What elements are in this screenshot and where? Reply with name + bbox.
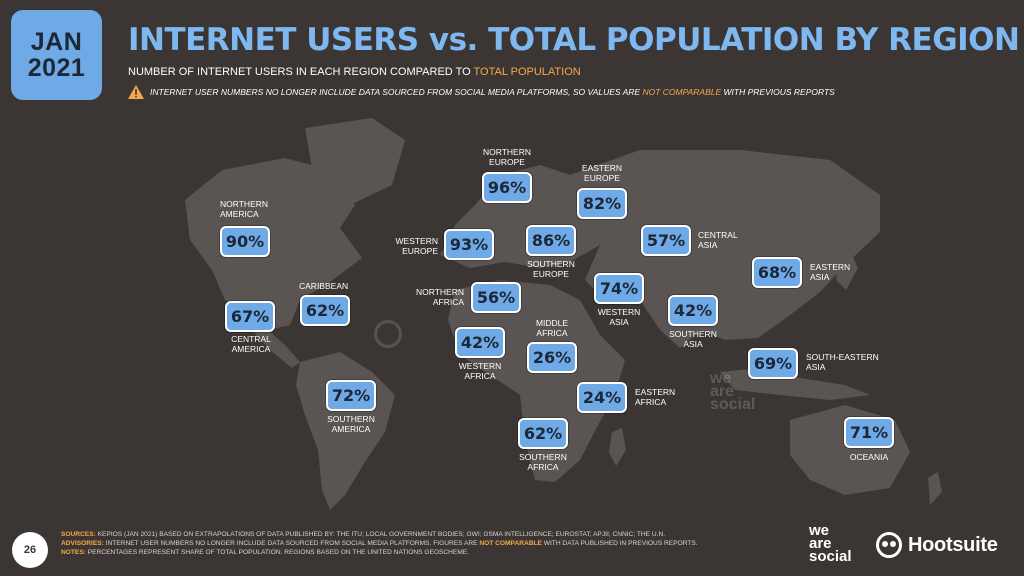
region-value-western-africa: 42% <box>455 327 505 358</box>
region-label-eastern-europe: EASTERN EUROPE <box>581 163 623 183</box>
we-are-social-watermark: we are social <box>710 370 756 413</box>
advisories-line: ADVISORIES: INTERNET USER NUMBERS NO LON… <box>61 540 698 547</box>
landmass-north-america <box>185 158 362 330</box>
footnotes: SOURCES: KEPIOS (JAN 2021) BASED ON EXTR… <box>61 530 781 557</box>
region-label-southern-europe: SOUTHERN EUROPE <box>527 259 575 279</box>
region-label-northern-africa: NORTHERN AFRICA <box>415 287 464 307</box>
region-label-western-europe: WESTERN EUROPE <box>395 236 439 256</box>
region-label-northern-america: NORTHERN AMERICA <box>220 199 269 219</box>
page-subtitle: NUMBER OF INTERNET USERS IN EACH REGION … <box>128 66 581 78</box>
region-value-southern-america: 72% <box>326 380 376 411</box>
region-label-western-africa: WESTERN AFRICA <box>458 361 502 381</box>
region-label-caribbean: CARIBBEAN <box>299 281 349 291</box>
region-label-central-america: CENTRAL AMERICA <box>231 334 271 354</box>
region-value-southern-africa: 62% <box>518 418 568 449</box>
footer: 26 SOURCES: KEPIOS (JAN 2021) BASED ON E… <box>0 522 1024 576</box>
region-value-south-eastern-asia: 69% <box>748 348 798 379</box>
region-value-western-europe: 93% <box>444 229 494 260</box>
region-value-northern-africa: 56% <box>471 282 521 313</box>
region-label-southern-asia: SOUTHERN ASIA <box>669 329 717 349</box>
sources-line: SOURCES: KEPIOS (JAN 2021) BASED ON EXTR… <box>61 531 666 538</box>
region-label-northern-europe: NORTHERN EUROPE <box>482 147 531 167</box>
page-title: INTERNET USERS vs. TOTAL POPULATION BY R… <box>128 22 1020 58</box>
region-value-eastern-asia: 68% <box>752 257 802 288</box>
landmass-japan <box>836 250 858 290</box>
subtitle-highlight: TOTAL POPULATION <box>473 66 581 78</box>
region-value-northern-america: 90% <box>220 226 270 257</box>
warning-note: INTERNET USER NUMBERS NO LONGER INCLUDE … <box>128 85 835 99</box>
region-value-eastern-europe: 82% <box>577 188 627 219</box>
region-label-south-eastern-asia: SOUTH-EASTERN ASIA <box>806 352 879 372</box>
region-value-central-asia: 57% <box>641 225 691 256</box>
region-label-oceania: OCEANIA <box>849 452 889 462</box>
region-label-western-asia: WESTERN ASIA <box>597 307 641 327</box>
we-are-social-logo: we are social <box>809 522 852 565</box>
region-value-central-america: 67% <box>225 301 275 332</box>
region-label-southern-africa: SOUTHERN AFRICA <box>519 452 567 472</box>
subtitle-text: NUMBER OF INTERNET USERS IN EACH REGION … <box>128 66 474 78</box>
region-value-oceania: 71% <box>844 417 894 448</box>
owl-watermark-icon <box>374 320 402 348</box>
region-label-eastern-asia: EASTERN ASIA <box>810 262 851 282</box>
notes-line: NOTES: PERCENTAGES REPRESENT SHARE OF TO… <box>61 549 470 556</box>
warning-icon <box>128 85 144 99</box>
region-value-caribbean: 62% <box>300 295 350 326</box>
region-value-southern-asia: 42% <box>668 295 718 326</box>
region-label-central-asia: CENTRAL ASIA <box>698 230 738 250</box>
date-month: JAN <box>30 27 83 56</box>
region-value-middle-africa: 26% <box>527 342 577 373</box>
date-year: 2021 <box>27 54 86 82</box>
region-value-western-asia: 74% <box>594 273 644 304</box>
hootsuite-logo: Hootsuite <box>876 532 998 558</box>
warning-text: INTERNET USER NUMBERS NO LONGER INCLUDE … <box>150 87 835 97</box>
date-badge: JAN 2021 <box>11 10 102 100</box>
landmass-asia <box>570 150 880 348</box>
landmass-madagascar <box>609 428 626 466</box>
region-label-middle-africa: MIDDLE AFRICA <box>535 318 569 338</box>
region-value-eastern-africa: 24% <box>577 382 627 413</box>
region-label-southern-america: SOUTHERN AMERICA <box>327 414 375 434</box>
landmass-new-zealand <box>928 472 942 505</box>
page-number: 26 <box>12 532 48 568</box>
hootsuite-owl-icon <box>876 532 902 558</box>
region-value-northern-europe: 96% <box>482 172 532 203</box>
region-value-southern-europe: 86% <box>526 225 576 256</box>
region-label-eastern-africa: EASTERN AFRICA <box>635 387 676 407</box>
